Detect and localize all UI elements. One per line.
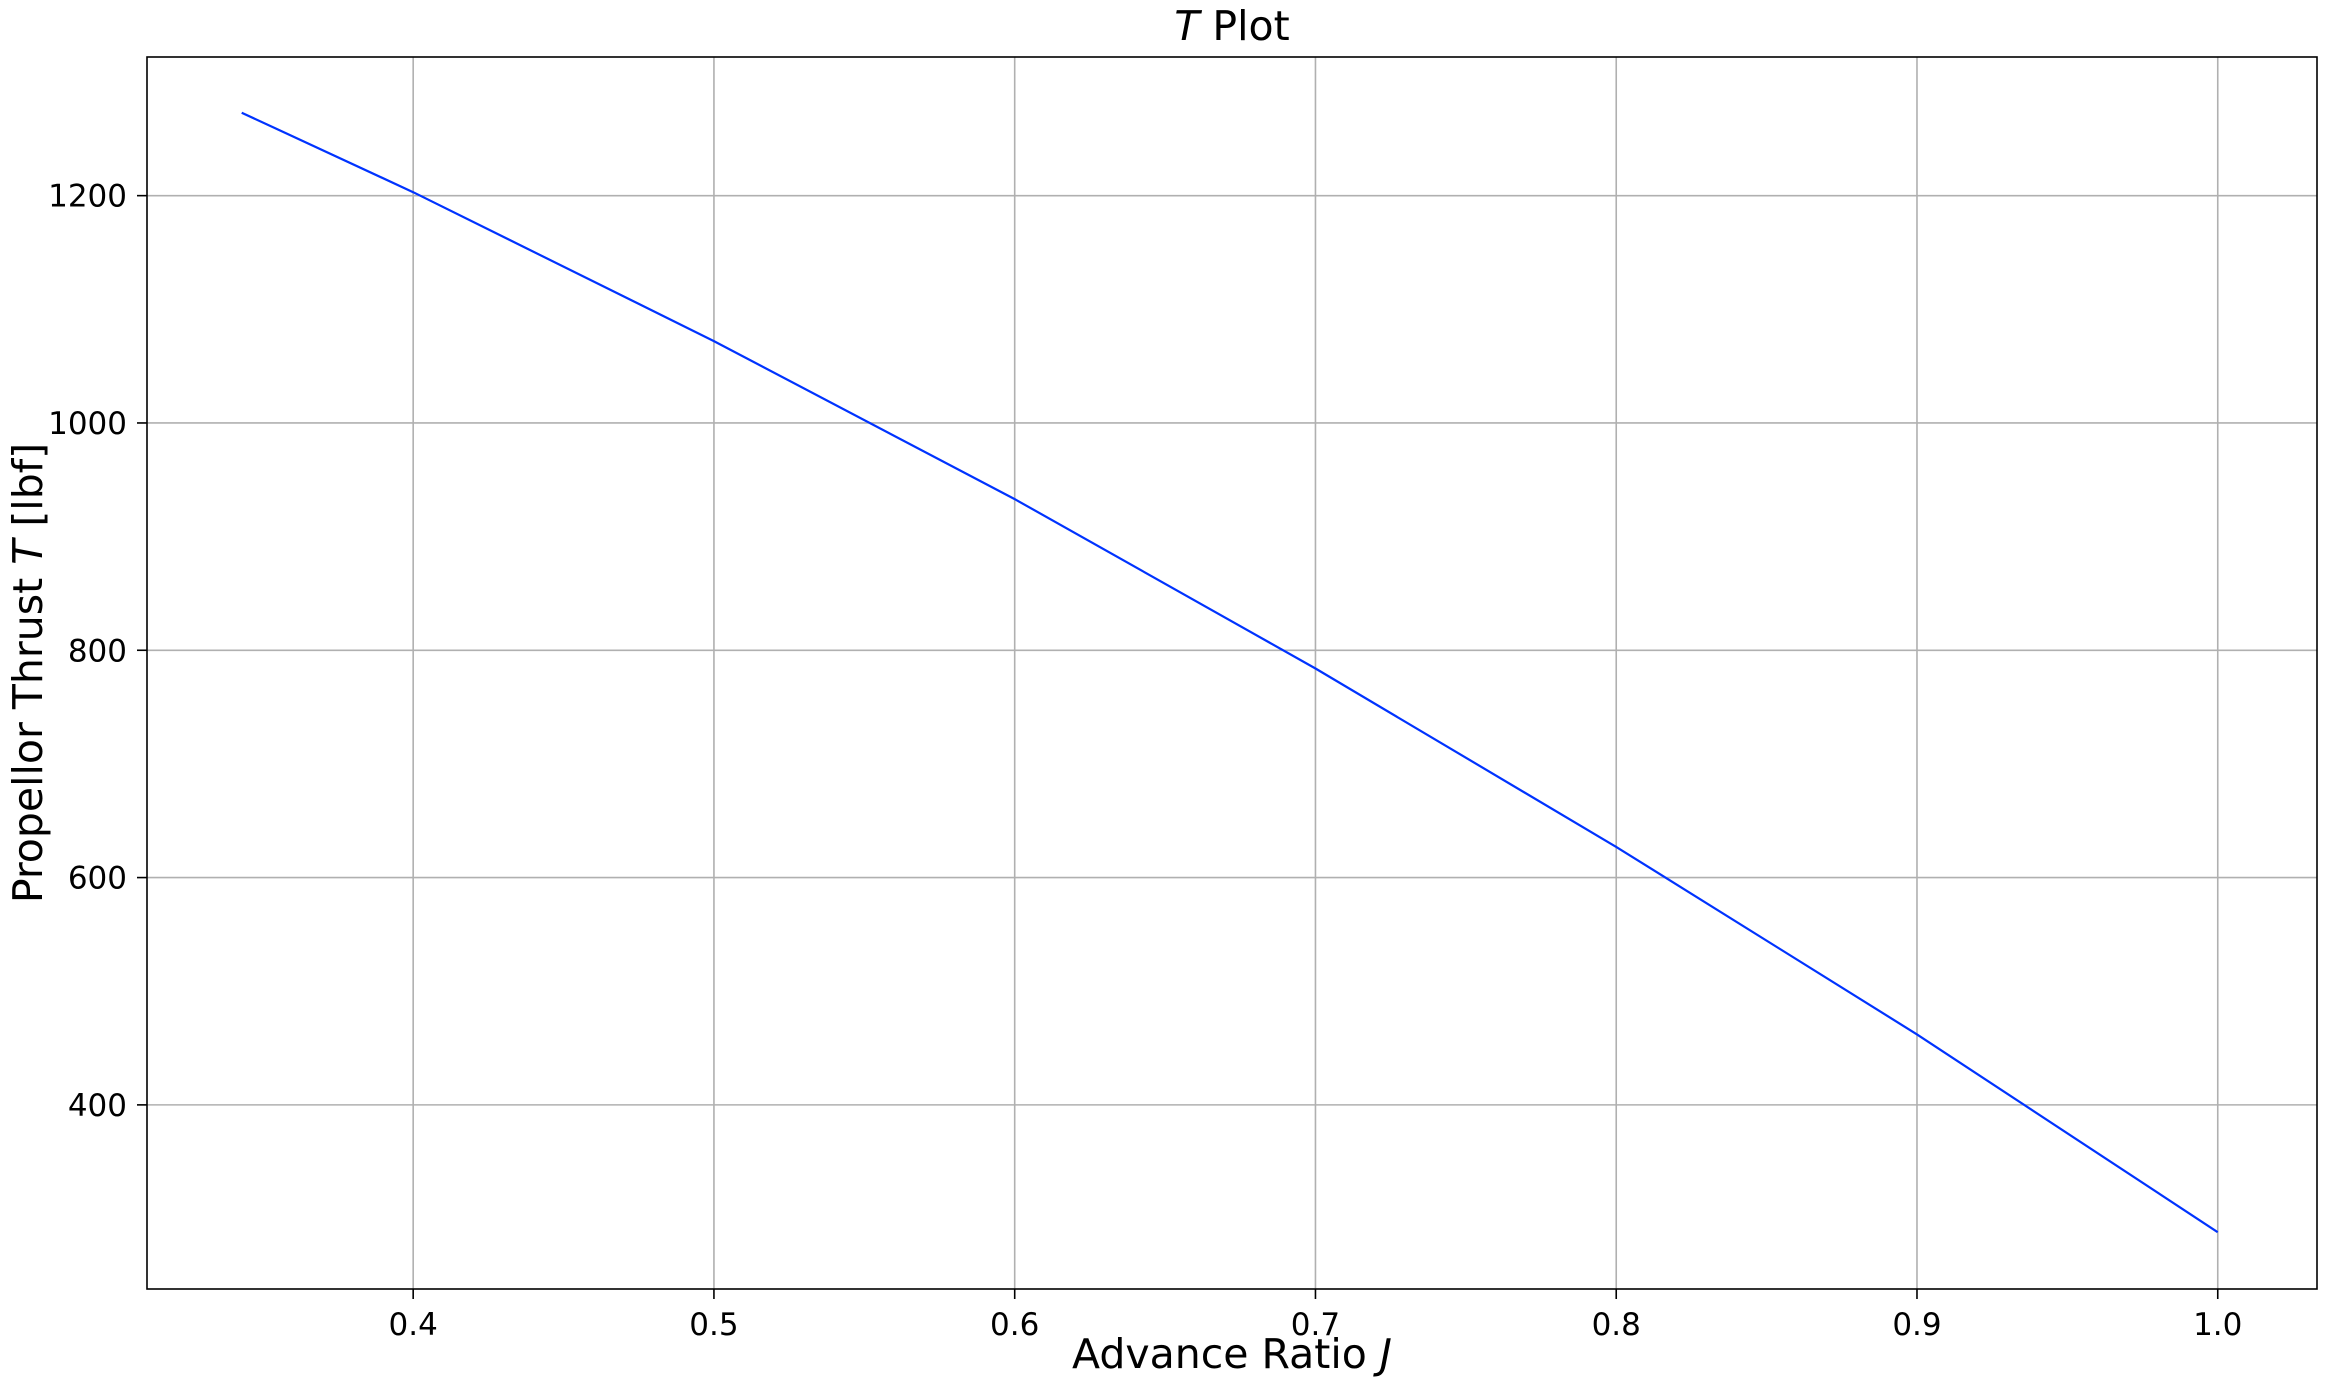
x-axis-label: Advance Ratio J	[1072, 1330, 1392, 1378]
series-line	[241, 111, 2219, 1234]
x-tick-label: 0.7	[1291, 1307, 1340, 1343]
axis-ticks: 0.4 0.5 0.6 0.7 0.8 0.9 1.0 400 600 800 1000 1200	[48, 179, 2242, 1343]
x-tick-label: 0.5	[689, 1307, 738, 1343]
x-tick-label: 0.9	[1892, 1307, 1941, 1343]
series-layer	[241, 111, 2219, 1234]
chart-title-plain: Plot	[1199, 2, 1289, 50]
y-axis-label-plain-before: Propellor Thrust	[4, 565, 52, 903]
y-tick-label: 400	[68, 1088, 127, 1124]
x-tick-label: 0.4	[389, 1307, 438, 1343]
grid-lines	[147, 57, 2317, 1289]
y-axis-label-italic: T	[4, 537, 52, 565]
plot-frame	[146, 56, 2318, 1290]
chart-title-italic: T	[1174, 2, 1202, 50]
y-tick-label: 600	[68, 861, 127, 897]
chart-title: T Plot	[1174, 2, 1289, 50]
x-tick-label: 0.6	[990, 1307, 1039, 1343]
y-axis-label: Propellor Thrust T [lbf]	[4, 443, 52, 903]
y-tick-label: 1200	[48, 179, 127, 215]
y-axis-label-plain-after: [lbf]	[4, 443, 52, 540]
y-tick-label: 800	[68, 633, 127, 669]
y-tick-label: 1000	[48, 406, 127, 442]
x-tick-label: 0.8	[1592, 1307, 1641, 1343]
x-axis-label-plain: Advance Ratio	[1072, 1330, 1380, 1378]
x-tick-label: 1.0	[2193, 1307, 2242, 1343]
